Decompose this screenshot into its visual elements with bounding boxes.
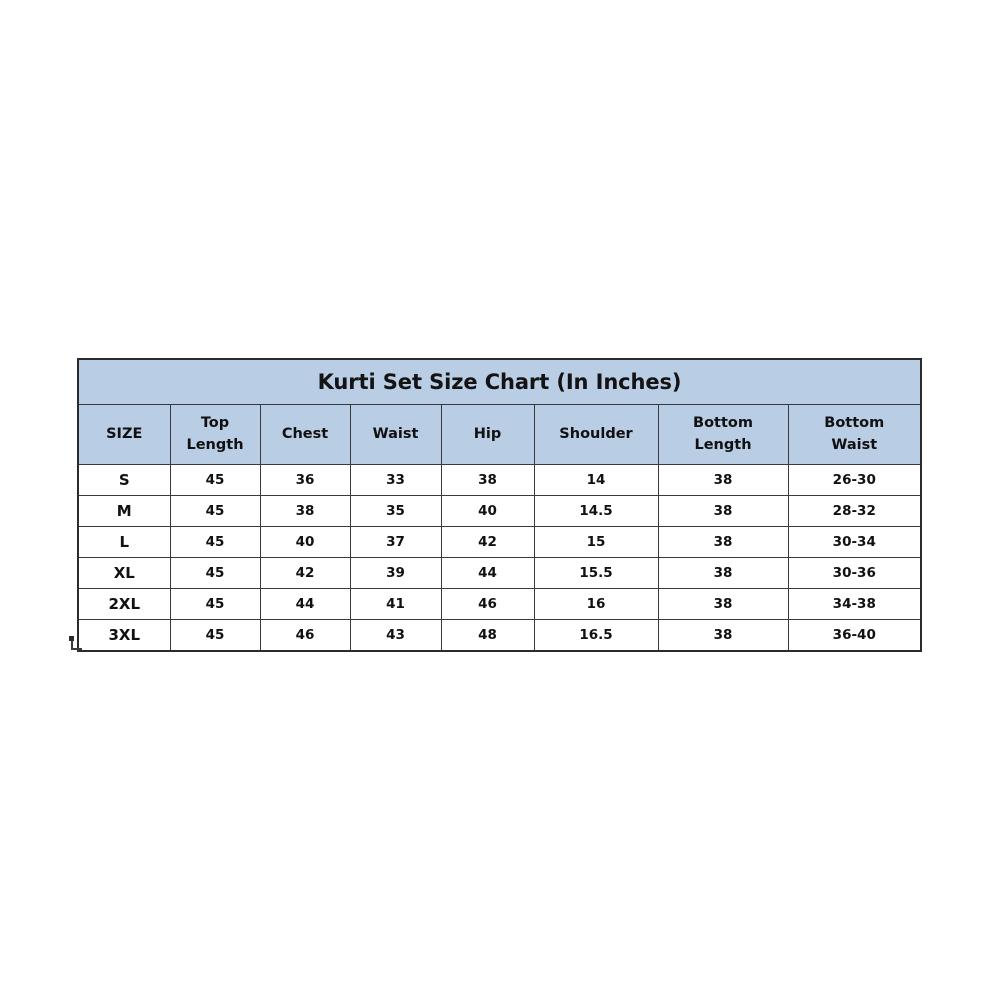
table-row: 2XL 45 44 41 46 16 38 34-38 — [77, 588, 922, 620]
cell-chest: 38 — [259, 495, 351, 527]
cell-waist: 39 — [349, 557, 442, 589]
size-chart-table: Kurti Set Size Chart (In Inches) SIZE Top L… — [77, 358, 923, 652]
cell-bottom_waist: 30-34 — [787, 526, 922, 558]
cell-bottom_length: 38 — [657, 495, 789, 527]
cell-shoulder: 15.5 — [533, 557, 659, 589]
column-header-line: Hip — [473, 425, 502, 442]
cell-shoulder: 14.5 — [533, 495, 659, 527]
cell-bottom_waist: 30-36 — [787, 557, 922, 589]
cell-waist: 43 — [349, 619, 442, 652]
cell-bottom_waist: 34-38 — [787, 588, 922, 620]
cell-top_length: 45 — [169, 619, 261, 652]
cell-hip: 42 — [440, 526, 535, 558]
column-header-shoulder: Shoulder — [533, 404, 659, 465]
cell-hip: 44 — [440, 557, 535, 589]
cell-shoulder: 14 — [533, 464, 659, 496]
column-header-bottom_length: Bottom Length — [657, 404, 789, 465]
cell-bottom_length: 38 — [657, 464, 789, 496]
cell-size: 2XL — [77, 588, 171, 620]
cell-top_length: 45 — [169, 557, 261, 589]
corner-anchor-mark — [71, 639, 82, 650]
cell-top_length: 45 — [169, 588, 261, 620]
cell-bottom_length: 38 — [657, 588, 789, 620]
cell-hip: 38 — [440, 464, 535, 496]
cell-chest: 44 — [259, 588, 351, 620]
column-header-line: SIZE — [106, 425, 143, 442]
cell-bottom_waist: 28-32 — [787, 495, 922, 527]
cell-bottom_waist: 36-40 — [787, 619, 922, 652]
cell-size: S — [77, 464, 171, 496]
cell-waist: 37 — [349, 526, 442, 558]
corner-anchor-dot — [69, 636, 74, 641]
cell-bottom_waist: 26-30 — [787, 464, 922, 496]
table-row: S 45 36 33 38 14 38 26-30 — [77, 464, 922, 496]
cell-waist: 33 — [349, 464, 442, 496]
column-header-line: Waist — [831, 436, 878, 453]
column-header-top_length: Top Length — [169, 404, 261, 465]
cell-shoulder: 15 — [533, 526, 659, 558]
column-header-waist: Waist — [349, 404, 442, 465]
cell-shoulder: 16 — [533, 588, 659, 620]
cell-chest: 36 — [259, 464, 351, 496]
cell-size: M — [77, 495, 171, 527]
table-row: M 45 38 35 40 14.5 38 28-32 — [77, 495, 922, 527]
cell-shoulder: 16.5 — [533, 619, 659, 652]
column-header-line: Bottom — [824, 415, 885, 432]
column-header-line: Length — [186, 436, 244, 453]
chart-title: Kurti Set Size Chart (In Inches) — [77, 358, 922, 405]
column-header-chest: Chest — [259, 404, 351, 465]
cell-bottom_length: 38 — [657, 619, 789, 652]
column-header-line: Waist — [372, 425, 419, 442]
column-header-line: Chest — [281, 425, 329, 442]
column-header-row: SIZE Top Length Chest Waist Hip Shoulder Bottom… — [77, 404, 922, 465]
column-header-line: Length — [694, 436, 752, 453]
cell-top_length: 45 — [169, 526, 261, 558]
cell-chest: 46 — [259, 619, 351, 652]
column-header-hip: Hip — [440, 404, 535, 465]
column-header-line: Bottom — [693, 415, 753, 432]
cell-waist: 35 — [349, 495, 442, 527]
chart-title-row: Kurti Set Size Chart (In Inches) — [77, 358, 922, 405]
cell-waist: 41 — [349, 588, 442, 620]
cell-hip: 48 — [440, 619, 535, 652]
column-header-bottom_waist: Bottom Waist — [787, 404, 922, 465]
cell-size: 3XL — [77, 619, 171, 652]
column-header-line: Top — [200, 415, 230, 432]
cell-chest: 40 — [259, 526, 351, 558]
column-header-size: SIZE — [77, 404, 171, 465]
table-row: XL 45 42 39 44 15.5 38 30-36 — [77, 557, 922, 589]
column-header-line: Shoulder — [559, 425, 633, 442]
cell-hip: 40 — [440, 495, 535, 527]
cell-top_length: 45 — [169, 464, 261, 496]
cell-size: XL — [77, 557, 171, 589]
cell-size: L — [77, 526, 171, 558]
cell-bottom_length: 38 — [657, 526, 789, 558]
cell-hip: 46 — [440, 588, 535, 620]
cell-top_length: 45 — [169, 495, 261, 527]
size-chart-container: Kurti Set Size Chart (In Inches) SIZE Top L… — [77, 358, 923, 652]
table-row: L 45 40 37 42 15 38 30-34 — [77, 526, 922, 558]
cell-chest: 42 — [259, 557, 351, 589]
table-row: 3XL 45 46 43 48 16.5 38 36-40 — [77, 619, 922, 652]
cell-bottom_length: 38 — [657, 557, 789, 589]
